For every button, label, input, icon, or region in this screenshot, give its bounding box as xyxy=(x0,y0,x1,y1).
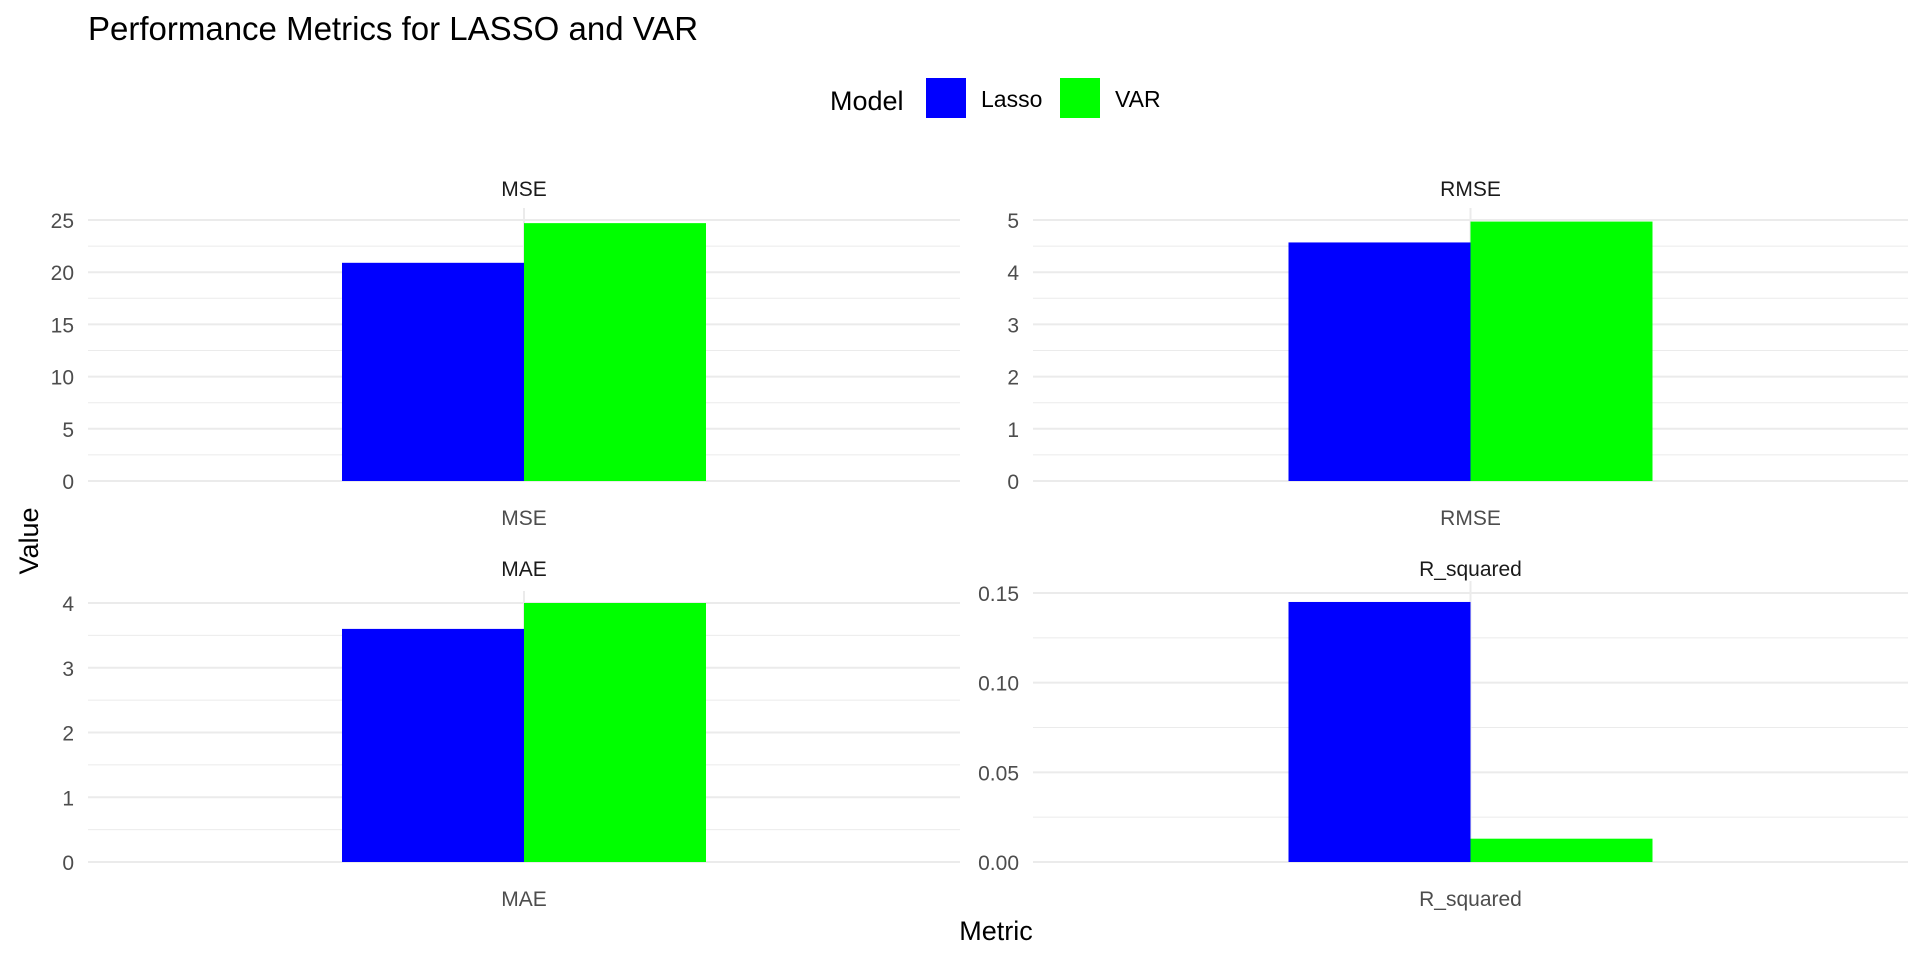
y-tick-label: 0 xyxy=(1007,471,1019,494)
bar-var-mae xyxy=(524,603,706,862)
y-tick-label: 5 xyxy=(62,419,74,442)
y-tick-label: 25 xyxy=(51,210,74,233)
chart-title: Performance Metrics for LASSO and VAR xyxy=(88,10,698,47)
y-tick-label: 2 xyxy=(1007,367,1019,390)
facet-strip-label: MSE xyxy=(501,178,547,201)
legend-label-lasso: Lasso xyxy=(981,86,1042,112)
facet-panel-mse: 0 5 10 15 20 25 MSE MSE xyxy=(51,178,960,530)
legend-swatch-var xyxy=(1060,78,1100,118)
bar-lasso-mse xyxy=(342,262,524,481)
facet-strip-label: RMSE xyxy=(1440,178,1501,201)
bar-lasso-rmse xyxy=(1288,242,1471,481)
facet-strip-label: MAE xyxy=(501,558,547,581)
y-tick-label: 0.15 xyxy=(978,583,1019,606)
bar-lasso-mae xyxy=(342,628,524,862)
y-tick-label: 15 xyxy=(51,314,74,337)
legend-label-var: VAR xyxy=(1115,86,1161,112)
y-tick-label: 0 xyxy=(62,852,74,875)
y-tick-label: 4 xyxy=(62,593,74,616)
bar-var-mse xyxy=(524,223,706,481)
x-tick-label: RMSE xyxy=(1440,507,1501,530)
y-tick-label: 0.10 xyxy=(978,673,1019,696)
y-tick-label: 3 xyxy=(1007,314,1019,337)
y-tick-label: 0.05 xyxy=(978,762,1019,785)
facet-panels: 0 5 10 15 20 25 MSE MSE 0 1 2 3 4 5 RMSE RMSE 0 1 2 3 4 MAE MA… xyxy=(51,178,1908,911)
legend-swatch-lasso xyxy=(926,78,966,118)
x-tick-label: MSE xyxy=(501,507,547,530)
y-axis-label: Value xyxy=(14,507,44,574)
x-tick-label: R_squared xyxy=(1419,888,1522,911)
facet-strip-label: R_squared xyxy=(1419,558,1522,581)
bar-lasso-r-squared xyxy=(1288,601,1471,862)
facet-panel-mae: 0 1 2 3 4 MAE MAE xyxy=(62,558,960,911)
bar-var-rmse xyxy=(1470,221,1653,482)
y-tick-label: 0 xyxy=(62,471,74,494)
y-tick-label: 2 xyxy=(62,723,74,746)
y-tick-label: 5 xyxy=(1007,210,1019,233)
y-tick-label: 10 xyxy=(51,367,74,390)
x-axis-label: Metric xyxy=(959,916,1033,946)
y-tick-label: 0.00 xyxy=(978,852,1019,875)
y-tick-label: 20 xyxy=(51,262,74,285)
y-tick-label: 3 xyxy=(62,658,74,681)
y-tick-label: 4 xyxy=(1007,262,1019,285)
facet-panel-r-squared: 0.00 0.05 0.10 0.15 R_squared R_squared xyxy=(978,558,1908,911)
legend-title: Model xyxy=(830,86,904,116)
legend: Model Lasso VAR xyxy=(830,78,1161,118)
y-tick-label: 1 xyxy=(62,787,74,810)
x-tick-label: MAE xyxy=(501,888,547,911)
facet-panel-rmse: 0 1 2 3 4 5 RMSE RMSE xyxy=(1007,178,1908,530)
y-tick-label: 1 xyxy=(1007,419,1019,442)
bar-var-r-squared xyxy=(1470,838,1653,862)
